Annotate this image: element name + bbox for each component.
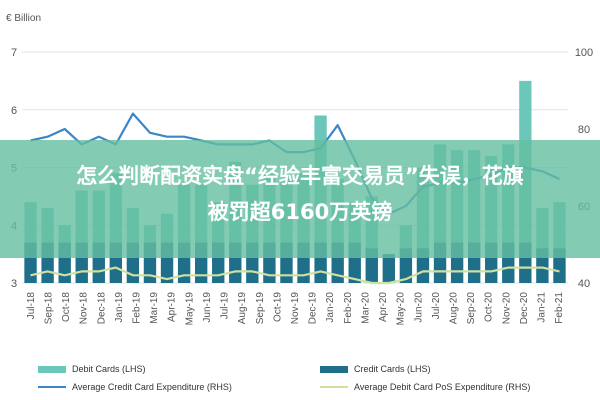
x-tick-label: Nov-19 bbox=[290, 292, 301, 325]
y-right-tick-label: 80 bbox=[578, 124, 590, 136]
x-tick-label: Aug-20 bbox=[449, 292, 460, 325]
legend-item-avg-credit: Average Credit Card Expenditure (RHS) bbox=[38, 382, 232, 392]
x-tick-label: Aug-19 bbox=[237, 292, 248, 325]
overlay-headline-line1: 怎么判断配资实盘“经验丰富交易员”失误，花旗 bbox=[76, 164, 524, 188]
y-left-tick-label: 3 bbox=[11, 278, 17, 290]
x-tick-label: May-20 bbox=[396, 292, 407, 326]
legend-swatch-avg-credit bbox=[38, 386, 66, 388]
x-ticks: Jul-18 Sep-18 Oct-18 Nov-18 Dec-18 Jan-19 Feb-… bbox=[26, 292, 565, 326]
x-tick-label: Oct-18 bbox=[61, 292, 72, 322]
x-tick-label: May-19 bbox=[184, 292, 195, 326]
x-tick-label: Dec-20 bbox=[519, 292, 530, 325]
legend-item-avg-debit: Average Debit Card PoS Expenditure (RHS) bbox=[320, 382, 530, 392]
x-tick-label: Jan-19 bbox=[114, 292, 125, 323]
x-tick-label: Oct-19 bbox=[272, 292, 283, 322]
x-tick-label: Dec-19 bbox=[308, 292, 319, 325]
legend-label-debit: Debit Cards (LHS) bbox=[72, 364, 146, 374]
overlay-headline-line2: 被罚超6160万英镑 bbox=[207, 200, 393, 224]
overlay-headline: 怎么判断配资实盘“经验丰富交易员”失误，花旗 被罚超6160万英镑 bbox=[0, 158, 600, 230]
x-tick-label: Oct-20 bbox=[484, 292, 495, 322]
x-tick-label: Jun-20 bbox=[413, 292, 424, 323]
x-tick-label: Jul-20 bbox=[431, 292, 442, 320]
x-tick-label: Nov-18 bbox=[79, 292, 90, 325]
legend-swatch-avg-debit bbox=[320, 386, 348, 388]
x-tick-label: Jan-21 bbox=[537, 292, 548, 323]
x-tick-label: Nov-20 bbox=[501, 292, 512, 325]
legend-label-credit: Credit Cards (LHS) bbox=[354, 364, 431, 374]
x-tick-label: Jul-19 bbox=[220, 292, 231, 320]
legend-label-avg-credit: Average Credit Card Expenditure (RHS) bbox=[72, 382, 232, 392]
x-tick-label: Dec-18 bbox=[96, 292, 107, 325]
x-tick-label: Jun-19 bbox=[202, 292, 213, 323]
y-right-tick-label: 100 bbox=[575, 47, 593, 59]
y-left-tick-label: 7 bbox=[11, 47, 17, 59]
x-tick-label: Feb-19 bbox=[131, 292, 142, 324]
x-tick-label: Mar-19 bbox=[149, 292, 160, 324]
x-tick-label: Sep-19 bbox=[255, 292, 266, 325]
x-tick-label: Feb-21 bbox=[554, 292, 565, 324]
x-tick-label: Apr-19 bbox=[167, 292, 178, 322]
legend-label-avg-debit: Average Debit Card PoS Expenditure (RHS) bbox=[354, 382, 531, 392]
bar-credit-cards bbox=[382, 254, 395, 283]
y-left-axis-label: € Billion bbox=[6, 13, 41, 24]
y-left-tick-label: 6 bbox=[11, 105, 17, 117]
legend-item-credit: Credit Cards (LHS) bbox=[320, 364, 431, 374]
x-tick-label: Sep-18 bbox=[43, 292, 54, 325]
legend-swatch-credit bbox=[320, 365, 348, 373]
line-avg-debit-card-pos-expenditure bbox=[30, 266, 560, 285]
legend-swatch-debit bbox=[38, 365, 66, 373]
legend-item-debit: Debit Cards (LHS) bbox=[38, 364, 146, 374]
y-right-tick-label: 40 bbox=[578, 278, 590, 290]
x-tick-label: Sep-20 bbox=[466, 292, 477, 325]
legend: Debit Cards (LHS) Credit Cards (LHS) Ave… bbox=[0, 362, 600, 400]
x-tick-label: Jul-18 bbox=[26, 292, 37, 320]
x-tick-label: Feb-20 bbox=[343, 292, 354, 324]
overlay-banner bbox=[0, 140, 600, 258]
x-tick-label: Mar-20 bbox=[360, 292, 371, 324]
x-tick-label: Jan-20 bbox=[325, 292, 336, 323]
x-tick-label: Apr-20 bbox=[378, 292, 389, 322]
